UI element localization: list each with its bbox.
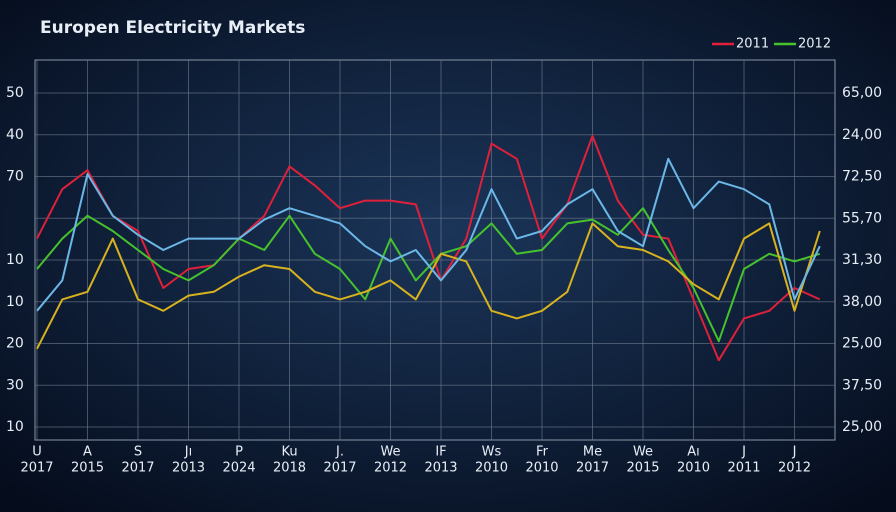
x-tick-year: 2010 bbox=[525, 461, 558, 476]
x-tick-month: Fr bbox=[536, 445, 549, 460]
y2-axis-label: 65,00 bbox=[842, 85, 882, 101]
x-tick-month: We bbox=[380, 445, 400, 460]
x-tick-month: S bbox=[134, 445, 142, 460]
x-tick-year: 2010 bbox=[677, 461, 710, 476]
x-tick-month: P bbox=[235, 445, 243, 460]
series-line bbox=[36, 135, 821, 362]
chart-title: Europen Electricity Markets bbox=[40, 18, 305, 38]
y2-axis-label: 72,50 bbox=[842, 169, 882, 185]
y-axis-label: 30 bbox=[6, 377, 24, 393]
y2-axis-label: 31,30 bbox=[842, 252, 882, 268]
x-tick-year: 2015 bbox=[71, 461, 104, 476]
x-tick-month: Me bbox=[583, 445, 602, 460]
y-axis-label: 40 bbox=[6, 127, 24, 143]
x-tick-month: Ku bbox=[281, 445, 297, 460]
x-tick-year: 2017 bbox=[20, 461, 53, 476]
y2-axis-label: 38,00 bbox=[842, 294, 882, 310]
x-tick-month: J bbox=[792, 445, 797, 460]
y-axis-label: 10 bbox=[6, 252, 24, 268]
x-tick-year: 2015 bbox=[626, 461, 659, 476]
x-tick-year: 2024 bbox=[222, 461, 255, 476]
plot-frame bbox=[34, 59, 836, 441]
x-tick-month: Aı bbox=[687, 445, 700, 460]
x-tick-year: 2017 bbox=[323, 461, 356, 476]
x-tick-year: 2012 bbox=[374, 461, 407, 476]
legend-label: 2012 bbox=[798, 37, 831, 52]
y2-axis-label: 24,00 bbox=[842, 127, 882, 143]
x-tick-year: 2012 bbox=[778, 461, 811, 476]
y2-axis-label: 55,70 bbox=[842, 210, 882, 226]
x-tick-year: 2011 bbox=[727, 461, 760, 476]
y-axis-label: 50 bbox=[6, 85, 24, 101]
y-axis-label: 10 bbox=[6, 419, 24, 435]
x-tick-month: IF bbox=[435, 445, 446, 460]
x-tick-month: A bbox=[83, 445, 92, 460]
x-tick-month: J. bbox=[335, 445, 344, 460]
x-tick-month: Ws bbox=[482, 445, 502, 460]
y-axis-label: 70 bbox=[6, 169, 24, 185]
series-line bbox=[36, 222, 821, 350]
y-axis-label: 20 bbox=[6, 336, 24, 352]
x-tick-year: 2013 bbox=[424, 461, 457, 476]
x-tick-year: 2017 bbox=[576, 461, 609, 476]
x-tick-month: J bbox=[741, 445, 746, 460]
x-tick-year: 2013 bbox=[172, 461, 205, 476]
y-axis-label: 10 bbox=[6, 294, 24, 310]
y2-axis-label: 37,50 bbox=[842, 377, 882, 393]
y2-axis-label: 25,00 bbox=[842, 419, 882, 435]
x-tick-month: U bbox=[32, 445, 42, 460]
legend-label: 2011 bbox=[736, 37, 769, 52]
x-tick-month: Jı bbox=[184, 445, 192, 460]
series-line bbox=[36, 157, 821, 312]
x-tick-year: 2017 bbox=[121, 461, 154, 476]
y2-axis-label: 25,00 bbox=[842, 336, 882, 352]
x-tick-year: 2010 bbox=[475, 461, 508, 476]
x-tick-year: 2018 bbox=[273, 461, 306, 476]
x-tick-month: We bbox=[633, 445, 653, 460]
